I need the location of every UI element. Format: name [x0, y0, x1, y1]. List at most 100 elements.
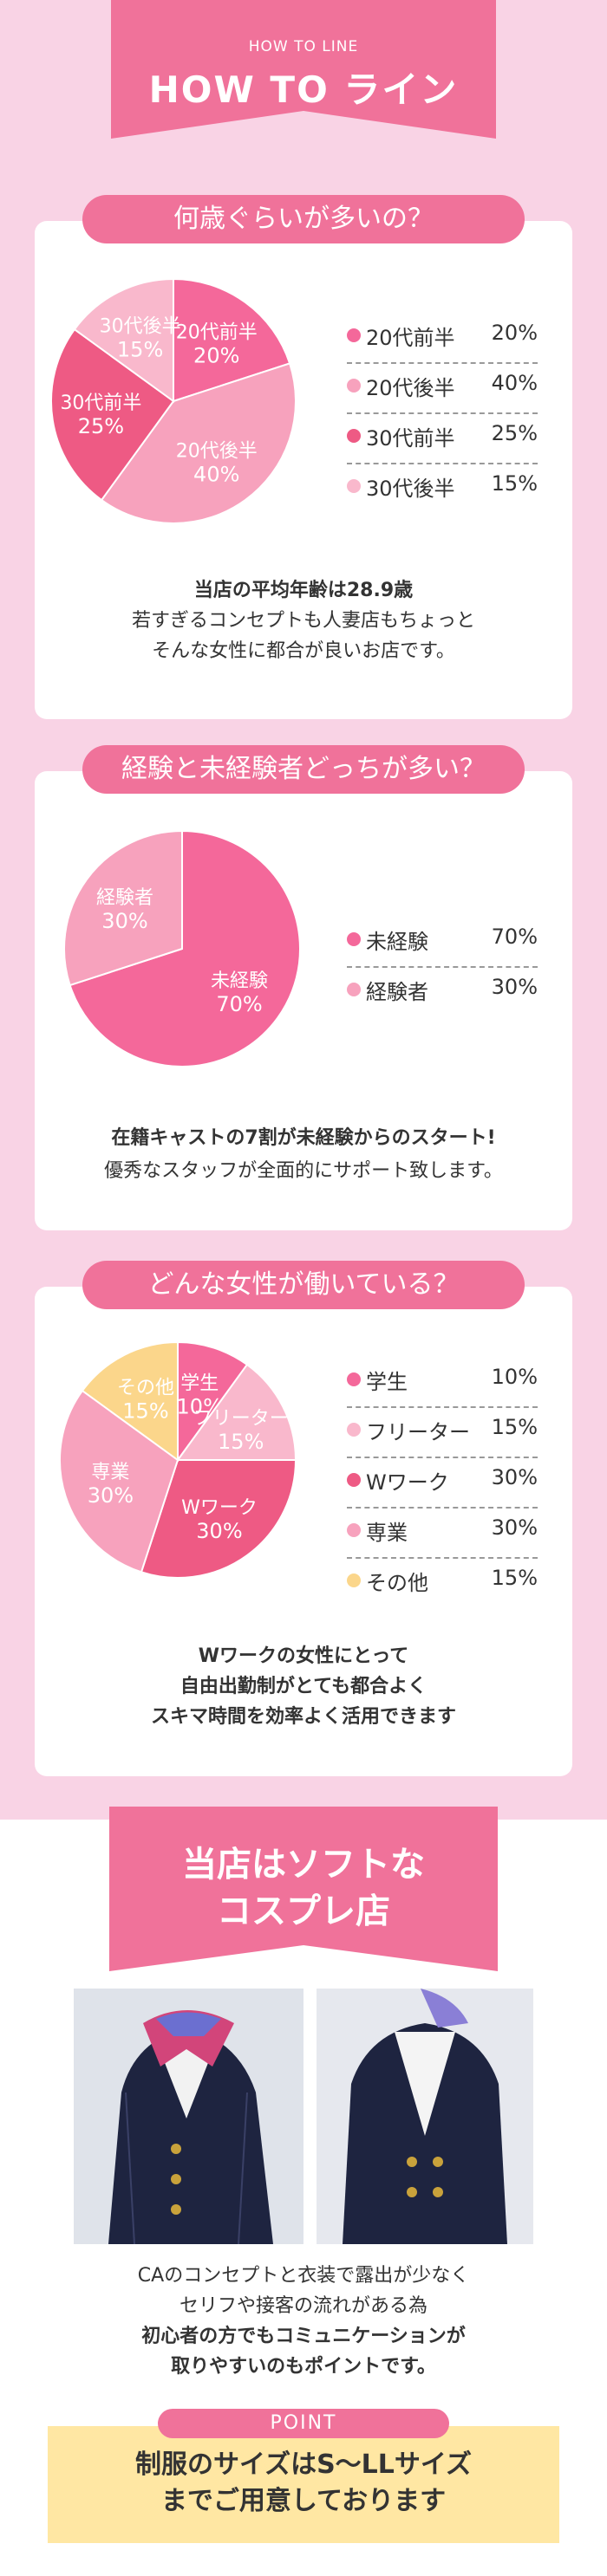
pie-slice	[177, 1340, 249, 1463]
legend-value: 15%	[491, 1415, 538, 1439]
legend-label: フリーター	[366, 1420, 470, 1444]
age-heading: 何歳ぐらいが多いの？	[82, 195, 525, 243]
point-label: POINT	[158, 2409, 449, 2438]
experience-caption-bold: 在籍キャストの7割が未経験からのスタート!	[111, 1127, 496, 1149]
legend-swatch	[347, 429, 361, 443]
legend-item: 専業 30%	[347, 1515, 538, 1545]
legend-value: 15%	[491, 1566, 538, 1590]
legend-value: 40%	[491, 371, 538, 395]
legend-item: 20代後半 40%	[347, 371, 538, 400]
soft-title-line2: コスプレ店	[217, 1891, 390, 1931]
legend-swatch	[347, 479, 361, 493]
pie-slice-value: 70%	[216, 992, 262, 1016]
legend-value: 30%	[491, 1465, 538, 1489]
legend-label: 30代前半	[366, 426, 455, 451]
point-line1: 制服のサイズはS～LLサイズ	[134, 2449, 473, 2480]
pie-slice-value: 30%	[196, 1519, 242, 1543]
legend-label: その他	[366, 1571, 428, 1595]
legend-divider	[347, 362, 538, 364]
header-ribbon-shape	[111, 0, 496, 139]
legend-swatch	[347, 379, 361, 393]
legend-item: Wワーク 30%	[347, 1465, 538, 1495]
pie-slice-label: 経験者	[96, 887, 153, 909]
pie-slice-label: 20代前半	[176, 322, 258, 344]
legend-value: 70%	[491, 925, 538, 949]
legend-swatch	[347, 1574, 361, 1587]
legend-swatch	[347, 983, 361, 996]
pie-slice	[69, 829, 301, 1067]
pie-slice-label: 未経験	[211, 970, 268, 992]
legend-swatch	[347, 932, 361, 946]
legend-item: フリーター 15%	[347, 1415, 538, 1444]
uniform-illustration-right	[317, 1989, 533, 2244]
soft-desc-bold-line2: 取りやすいのもポイントです。	[171, 2356, 436, 2378]
legend-label: Wワーク	[366, 1470, 449, 1495]
occupation-heading: どんな女性が働いている？	[82, 1261, 525, 1309]
pie-slice-value: 30%	[101, 909, 147, 933]
age-legend: 20代前半 20% 20代後半 40% 30代前半 25% 30代後半 15%	[347, 321, 538, 511]
soft-banner-shape	[109, 1807, 498, 1971]
legend-swatch	[347, 1423, 361, 1437]
legend-divider	[347, 1557, 538, 1559]
legend-item: 経験者 30%	[347, 975, 538, 1004]
legend-divider	[347, 412, 538, 414]
legend-label: 学生	[366, 1370, 408, 1394]
legend-swatch	[347, 1372, 361, 1386]
point-box	[48, 2426, 559, 2543]
pie-slice-value: 15%	[218, 1430, 264, 1454]
pie-slice	[63, 829, 183, 987]
age-caption-line1: 若すぎるコンセプトも人妻店もちょっと	[131, 610, 475, 632]
pie-slice-value: 15%	[122, 1398, 168, 1423]
legend-swatch	[347, 1523, 361, 1537]
pie-slice-value: 15%	[117, 338, 163, 362]
legend-value: 30%	[491, 975, 538, 999]
legend-swatch	[347, 328, 361, 342]
legend-item: 未経験 70%	[347, 925, 538, 954]
experience-heading: 経験と未経験者どっちが多い？	[82, 745, 525, 794]
pie-slice-label: 学生	[180, 1372, 219, 1394]
pie-slice	[50, 328, 175, 502]
legend-value: 30%	[491, 1515, 538, 1540]
pie-slice	[73, 277, 174, 403]
soft-title-line1: 当店はソフトな	[182, 1845, 425, 1885]
legend-divider	[347, 966, 538, 968]
soft-banner: 当店はソフトな コスプレ店	[109, 1807, 498, 1971]
pie-slice-label: フリーター	[193, 1408, 289, 1430]
legend-value: 20%	[491, 321, 538, 345]
legend-divider	[347, 1406, 538, 1408]
legend-label: 経験者	[366, 980, 428, 1004]
pie-slice-label: 専業	[91, 1462, 129, 1483]
pie-slice-label: その他	[117, 1377, 174, 1398]
point-line2: までご用意しております	[160, 2486, 447, 2516]
experience-caption-line1: 優秀なスタッフが全面的にサポート致します。	[104, 1160, 503, 1182]
legend-divider	[347, 463, 538, 464]
legend-item: 20代前半 20%	[347, 321, 538, 350]
legend-swatch	[347, 1473, 361, 1487]
legend-value: 15%	[491, 471, 538, 496]
uniform-illustration-left	[74, 1989, 304, 2244]
pie-slice-value: 25%	[78, 414, 124, 438]
header-banner: HOW TO LINE HOW TO ライン	[111, 0, 496, 139]
pie-slice	[140, 1459, 297, 1579]
legend-label: 20代後半	[366, 376, 455, 400]
legend-label: 専業	[366, 1521, 408, 1545]
legend-divider	[347, 1457, 538, 1458]
legend-label: 20代前半	[366, 326, 455, 350]
legend-divider	[347, 1507, 538, 1509]
header-title: HOW TO ライン	[148, 68, 459, 111]
pie-slice	[59, 1389, 179, 1574]
uniform-photo-right	[317, 1989, 533, 2244]
pie-slice-label: 30代前半	[60, 393, 141, 414]
legend-label: 30代後半	[366, 477, 455, 501]
legend-value: 10%	[491, 1365, 538, 1389]
legend-item: その他 15%	[347, 1566, 538, 1595]
soft-desc-bold-line1: 初心者の方でもコミュニケーションが	[141, 2326, 466, 2347]
pie-slice	[173, 277, 291, 403]
pie-slice	[176, 1363, 297, 1461]
pie-slice-value: 30%	[88, 1483, 134, 1508]
uniform-photo-left	[74, 1989, 304, 2244]
occupation-caption-line1: Wワークの女性にとって	[198, 1645, 409, 1667]
legend-item: 学生 10%	[347, 1365, 538, 1394]
